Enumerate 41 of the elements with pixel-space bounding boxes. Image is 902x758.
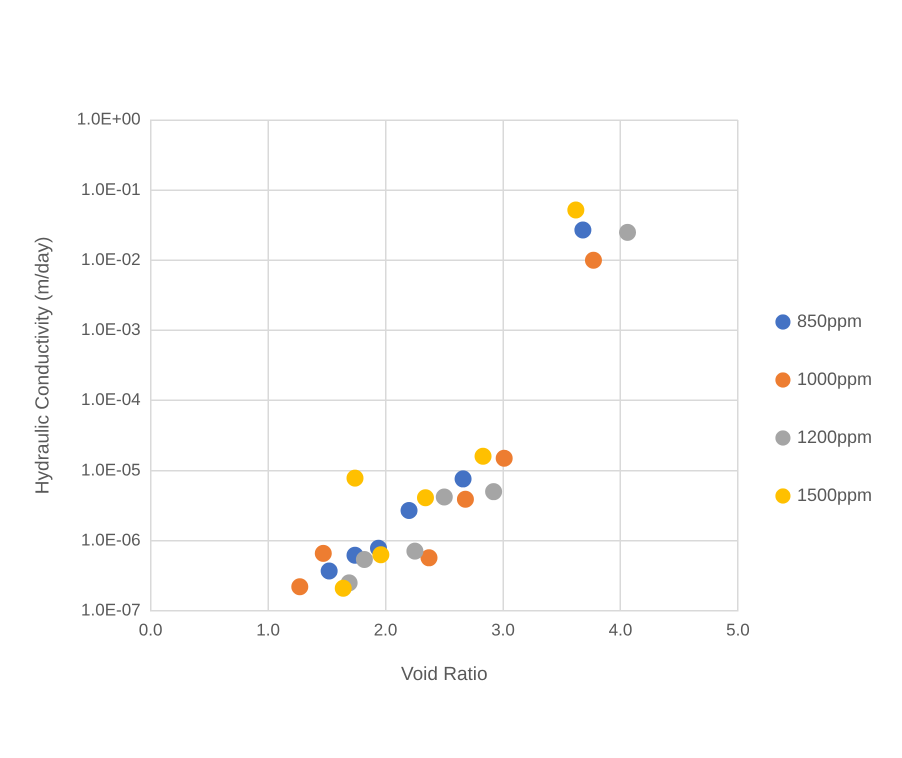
x-axis-title: Void Ratio xyxy=(400,664,488,685)
y-tick-label: 1.0E-06 xyxy=(81,530,141,550)
legend-label: 1500ppm xyxy=(796,484,872,505)
point xyxy=(584,252,602,269)
point xyxy=(314,544,332,562)
legend-label: 1000ppm xyxy=(796,368,872,389)
y-axis-title: Hydraulic Conductivity (m/day) xyxy=(32,236,54,494)
x-tick-label: 5.0 xyxy=(726,620,750,640)
y-tick-label: 1.0E-03 xyxy=(81,320,141,340)
y-tick-label: 1.0E-02 xyxy=(81,250,141,269)
point xyxy=(372,546,390,564)
point xyxy=(454,470,472,488)
point xyxy=(574,221,592,238)
point xyxy=(334,580,352,597)
point xyxy=(420,549,438,566)
y-tick-label: 1.0E-04 xyxy=(81,390,141,410)
y-tick-label: 1.0E+00 xyxy=(76,110,141,129)
x-tick-label: 2.0 xyxy=(374,620,398,640)
x-tick-label: 0.0 xyxy=(138,620,162,640)
point xyxy=(496,450,513,467)
point xyxy=(474,448,492,465)
legend-label: 1200ppm xyxy=(796,426,872,447)
y-tick-label: 1.0E-07 xyxy=(81,600,141,620)
x-tick-label: 1.0 xyxy=(256,620,280,640)
point xyxy=(400,502,418,519)
point xyxy=(291,578,308,596)
point xyxy=(619,224,636,241)
point xyxy=(406,542,424,560)
point xyxy=(356,550,373,568)
legend-label: 850ppm xyxy=(796,310,862,331)
point xyxy=(416,489,434,506)
y-tick-label: 1.0E-05 xyxy=(81,460,141,480)
point xyxy=(346,470,364,487)
point xyxy=(567,202,584,219)
x-tick-label: 4.0 xyxy=(608,620,632,640)
point xyxy=(320,562,338,580)
point xyxy=(485,483,502,500)
point xyxy=(436,488,453,506)
x-tick-label: 3.0 xyxy=(491,620,515,640)
y-tick-label: 1.0E-01 xyxy=(81,180,141,199)
point xyxy=(456,490,474,508)
